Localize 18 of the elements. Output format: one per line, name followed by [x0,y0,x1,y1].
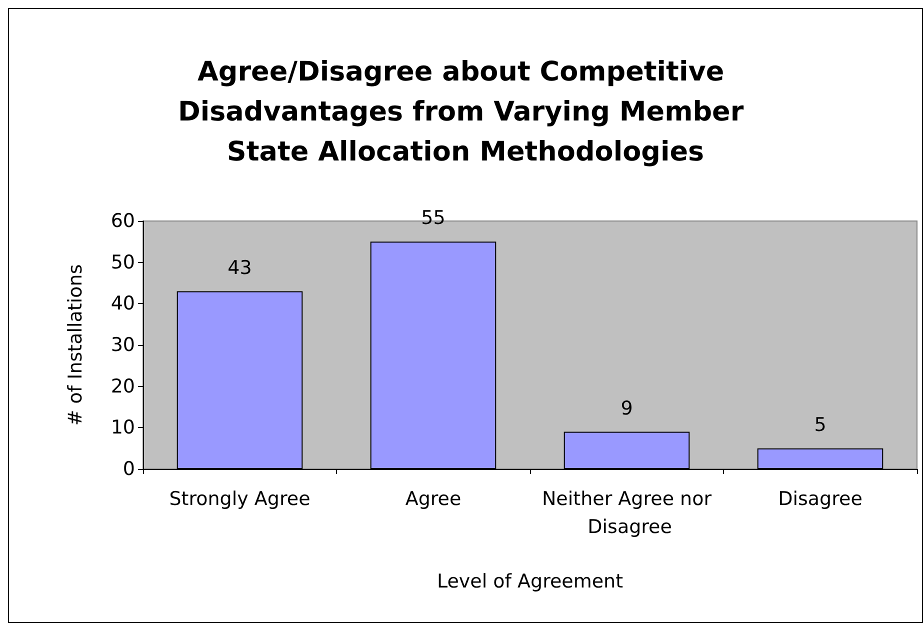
chart-title: Agree/Disagree about Competitive Disadvantages from Varying Member State Allocation Methodologies [178,56,754,168]
data-label: 5 [814,414,826,436]
data-label: 43 [228,256,252,279]
x-tick-label: Disagree [778,488,862,510]
y-tick-label: 60 [110,210,135,232]
y-tick-label: 40 [110,292,135,315]
y-axis-title: # of Installations [64,264,86,426]
y-tick-label: 10 [110,416,135,439]
y-tick-label: 0 [122,458,135,480]
y-tick-label: 30 [110,334,135,356]
data-label: 9 [620,397,633,420]
x-tick-label: Agree [405,488,462,510]
x-tick-label: Strongly Agree [169,488,310,510]
data-label: 55 [421,207,446,230]
x-tick-label: Neither Agree nor Disagree [542,488,712,538]
x-axis-title: Level of Agreement [436,570,624,592]
y-tick-label: 50 [110,251,135,274]
y-tick-label: 20 [110,375,135,398]
